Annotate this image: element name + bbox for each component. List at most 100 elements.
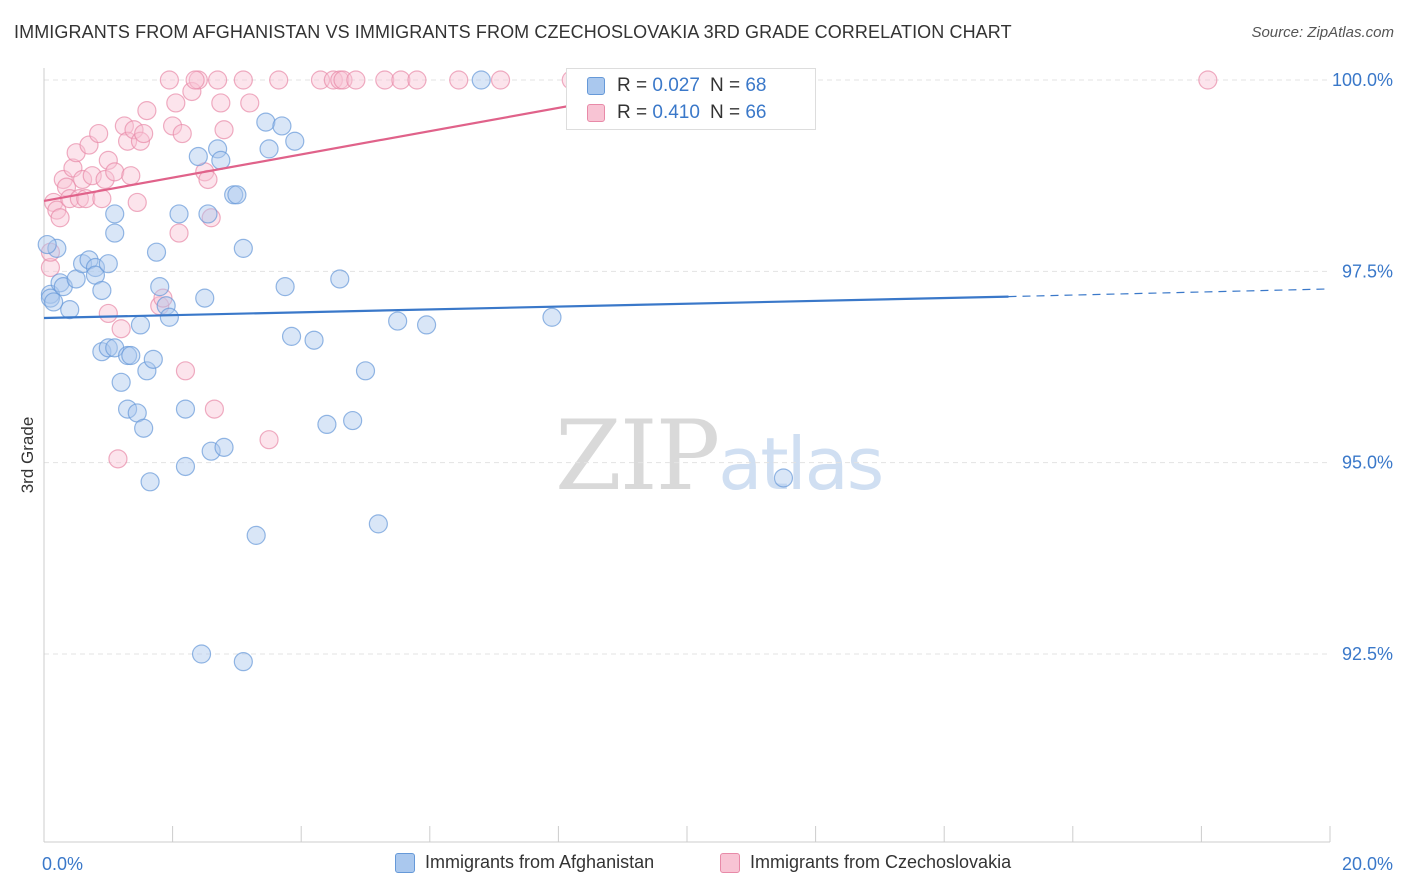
- bottom-legend-czechoslovakia: Immigrants from Czechoslovakia: [720, 852, 1011, 873]
- x-tick-label: 20.0%: [1342, 854, 1393, 874]
- czechoslovakia-point: [323, 70, 343, 90]
- afghanistan-point: [111, 372, 131, 392]
- watermark: ZIPatlas: [555, 400, 884, 512]
- legend-row-afghanistan: R = 0.027 N = 68: [587, 75, 766, 97]
- afghanistan-point: [285, 131, 305, 151]
- czechoslovakia-point: [124, 120, 144, 140]
- afghanistan-point: [208, 139, 228, 159]
- afghanistan-point: [330, 269, 350, 289]
- czechoslovakia-point: [127, 192, 147, 213]
- source-label: Source: ZipAtlas.com: [1251, 24, 1394, 41]
- afghanistan-point: [169, 204, 189, 224]
- afghanistan-point: [233, 652, 253, 672]
- afghanistan-point: [92, 280, 112, 301]
- afghanistan-point: [191, 644, 212, 664]
- czechoslovakia-point: [98, 303, 118, 324]
- bottom-legend-afghanistan: Immigrants from Afghanistan: [395, 852, 654, 873]
- czechoslovakia-point: [211, 93, 231, 113]
- czechoslovakia-point: [114, 116, 134, 136]
- afghanistan-point: [388, 311, 408, 331]
- czechoslovakia-point: [172, 123, 192, 144]
- watermark-atlas: atlas: [718, 422, 884, 506]
- afghanistan-point: [175, 399, 196, 419]
- y-tick-label: 92.5%: [1342, 644, 1393, 664]
- czechoslovakia-point: [346, 70, 366, 90]
- czechoslovakia-point: [175, 361, 196, 381]
- chart-title: IMMIGRANTS FROM AFGHANISTAN VS IMMIGRANT…: [14, 22, 1012, 42]
- afghanistan-point: [233, 238, 253, 258]
- afghanistan-point: [121, 345, 141, 366]
- stats-legend: R = 0.027 N = 68 R = 0.410 N = 66: [566, 68, 816, 130]
- watermark-zip: ZIP: [555, 400, 720, 512]
- legend-row-czechoslovakia: R = 0.410 N = 66: [587, 102, 766, 124]
- afghanistan-point: [146, 242, 167, 262]
- czechoslovakia-point: [137, 101, 157, 121]
- czechoslovakia-point: [407, 70, 427, 90]
- czechoslovakia-point: [40, 257, 61, 278]
- bottom-legend-swatch-blue: [395, 852, 415, 873]
- afghanistan-point: [259, 139, 279, 159]
- legend-r-label: R =: [617, 75, 648, 96]
- bottom-legend-label: Immigrants from Afghanistan: [425, 852, 655, 872]
- legend-n-label: N =: [709, 102, 741, 123]
- czechoslovakia-point: [240, 93, 260, 113]
- afghanistan-point: [150, 277, 170, 297]
- afghanistan-trendline-extension: [1008, 288, 1331, 298]
- afghanistan-point: [60, 300, 80, 320]
- czechoslovakia-point: [204, 399, 224, 419]
- czechoslovakia-point: [490, 70, 511, 90]
- y-tick-label: 100.0%: [1332, 70, 1393, 90]
- czechoslovakia-point: [105, 162, 125, 182]
- czechoslovakia-point: [50, 208, 70, 228]
- czechoslovakia-point: [108, 449, 128, 469]
- tick-labels: 100.0% 97.5% 95.0% 92.5% 0.0% 20.0%: [42, 70, 1393, 874]
- afghanistan-point: [143, 349, 163, 369]
- czechoslovakia-point: [1198, 70, 1218, 90]
- legend-r-value: 0.410: [652, 102, 700, 123]
- czechoslovakia-point: [163, 116, 183, 136]
- y-tick-label: 95.0%: [1342, 453, 1393, 473]
- legend-r-label: R =: [617, 102, 648, 123]
- czechoslovakia-point: [166, 93, 186, 113]
- afghanistan-point: [130, 315, 151, 335]
- czechoslovakia-point: [185, 70, 205, 90]
- bottom-legend-swatch-pink: [720, 852, 740, 873]
- czechoslovakia-point: [449, 70, 469, 90]
- afghanistan-point: [37, 234, 57, 255]
- afghanistan-point: [105, 223, 125, 243]
- czechoslovakia-point: [159, 70, 179, 90]
- czechoslovakia-point: [169, 223, 189, 243]
- czechoslovakia-point: [82, 166, 102, 186]
- afghanistan-point: [214, 437, 234, 457]
- afghanistan-point: [227, 185, 247, 205]
- trend-dashed: [1008, 288, 1331, 298]
- afghanistan-point: [44, 292, 64, 312]
- afghanistan-point: [471, 70, 491, 90]
- afghanistan-point: [140, 472, 160, 492]
- czechoslovakia-point: [208, 70, 228, 90]
- afghanistan-point: [47, 238, 67, 258]
- afghanistan-point: [117, 399, 138, 419]
- afghanistan-point: [317, 414, 337, 434]
- afghanistan-point: [134, 418, 154, 438]
- afghanistan-point: [85, 257, 106, 278]
- series-czechoslovakia-points: [40, 70, 1218, 469]
- czechoslovakia-point: [111, 319, 131, 339]
- legend-swatch-pink: [587, 104, 605, 122]
- axes: [43, 68, 1331, 843]
- afghanistan-point: [188, 146, 208, 167]
- trend-lines: [43, 78, 1009, 320]
- afghanistan-point: [275, 277, 295, 297]
- afghanistan-point: [105, 204, 125, 224]
- afghanistan-point: [211, 150, 231, 170]
- afghanistan-point: [98, 338, 118, 358]
- czechoslovakia-point: [375, 70, 395, 90]
- czechoslovakia-point: [121, 166, 141, 186]
- afghanistan-point: [355, 361, 376, 381]
- afghanistan-point: [201, 441, 221, 461]
- czechoslovakia-point: [269, 70, 289, 90]
- legend-swatch-blue: [587, 77, 605, 95]
- czechoslovakia-point: [182, 81, 202, 102]
- afghanistan-trendline: [43, 295, 1009, 320]
